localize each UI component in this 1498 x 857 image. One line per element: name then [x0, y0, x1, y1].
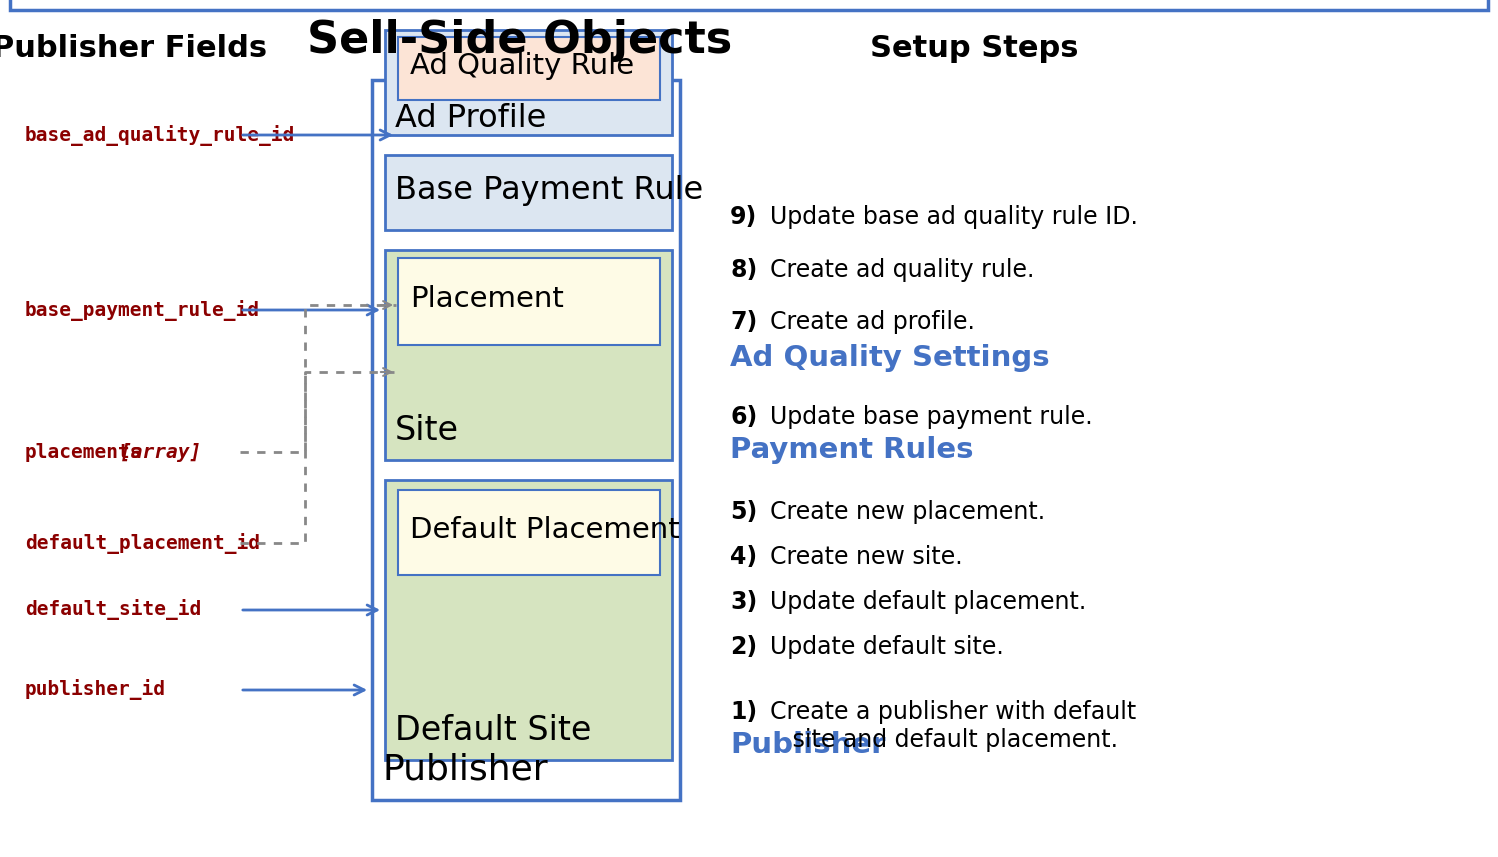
Text: 7): 7): [730, 310, 758, 334]
Text: Ad Quality Settings: Ad Quality Settings: [730, 344, 1050, 372]
Text: 6): 6): [730, 405, 758, 429]
Text: Update base ad quality rule ID.: Update base ad quality rule ID.: [770, 205, 1138, 229]
Text: Publisher: Publisher: [730, 731, 885, 759]
Text: Create ad profile.: Create ad profile.: [770, 310, 975, 334]
Text: 4): 4): [730, 545, 756, 569]
Bar: [385, 155, 673, 230]
Text: Sell-Side Objects: Sell-Side Objects: [307, 19, 733, 62]
Text: Ad Profile: Ad Profile: [395, 103, 547, 134]
Text: base_payment_rule_id: base_payment_rule_id: [25, 299, 261, 321]
Text: Create a publisher with default
   site and default placement.: Create a publisher with default site and…: [770, 700, 1137, 752]
Text: Base Payment Rule: Base Payment Rule: [395, 175, 703, 206]
Bar: [398, 258, 661, 345]
Bar: [398, 490, 661, 575]
Text: 1): 1): [730, 700, 756, 724]
Text: 5): 5): [730, 500, 758, 524]
Text: Default Site: Default Site: [395, 714, 592, 746]
Text: Ad Quality Rule: Ad Quality Rule: [410, 52, 634, 80]
Text: Default Placement: Default Placement: [410, 516, 680, 544]
Text: Site: Site: [395, 413, 458, 446]
Text: default_site_id: default_site_id: [25, 600, 201, 620]
Text: Publisher Fields: Publisher Fields: [0, 33, 268, 63]
Text: Publisher: Publisher: [382, 753, 548, 787]
Text: default_placement_id: default_placement_id: [25, 532, 261, 554]
Bar: [398, 37, 661, 100]
Text: Create new site.: Create new site.: [770, 545, 963, 569]
Text: [array]: [array]: [120, 442, 202, 462]
Bar: [385, 480, 673, 760]
Text: Create new placement.: Create new placement.: [770, 500, 1046, 524]
Text: 2): 2): [730, 635, 756, 659]
Text: Payment Rules: Payment Rules: [730, 436, 974, 464]
Bar: [385, 250, 673, 460]
Text: 8): 8): [730, 258, 758, 282]
Bar: [385, 30, 673, 135]
Text: Create ad quality rule.: Create ad quality rule.: [770, 258, 1035, 282]
Text: Placement: Placement: [410, 285, 563, 313]
Text: Update base payment rule.: Update base payment rule.: [770, 405, 1092, 429]
Bar: [372, 80, 680, 800]
Text: 3): 3): [730, 590, 758, 614]
Text: publisher_id: publisher_id: [25, 680, 166, 700]
Text: 9): 9): [730, 205, 758, 229]
Text: base_ad_quality_rule_id: base_ad_quality_rule_id: [25, 124, 295, 146]
Text: Update default site.: Update default site.: [770, 635, 1004, 659]
Text: Setup Steps: Setup Steps: [870, 33, 1079, 63]
Text: Update default placement.: Update default placement.: [770, 590, 1086, 614]
Text: placements: placements: [25, 442, 142, 462]
